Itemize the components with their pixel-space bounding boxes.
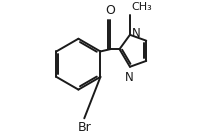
Text: O: O [105,4,115,17]
Text: CH₃: CH₃ [131,2,152,12]
Text: N: N [132,27,141,40]
Text: N: N [125,71,134,84]
Text: Br: Br [78,121,92,134]
